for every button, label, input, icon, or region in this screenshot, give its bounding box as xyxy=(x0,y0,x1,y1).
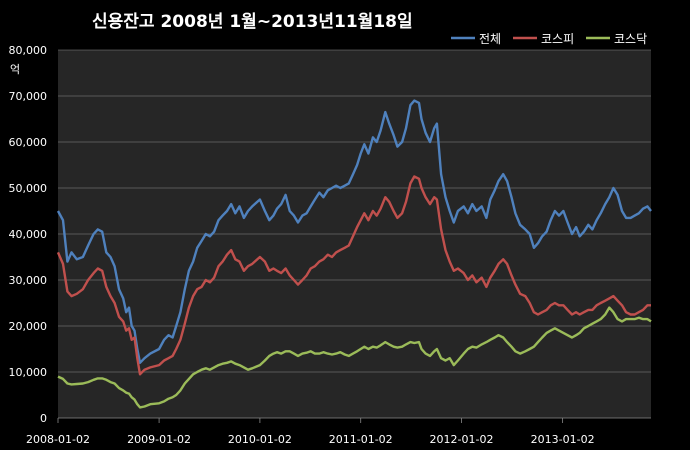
x-tick-label: 2008-01-02 xyxy=(26,433,90,446)
legend: 전체 코스피 코스닥 xyxy=(451,32,647,46)
x-tick-label: 2013-01-02 xyxy=(531,433,595,446)
x-tick-label: 2010-01-02 xyxy=(228,433,292,446)
y-tick-label: 40,000 xyxy=(9,228,48,241)
y-tick-label: 30,000 xyxy=(9,274,48,287)
y-axis-ticks: 0 10,000 20,000 30,000 40,000 50,000 60,000 70,… xyxy=(9,44,48,425)
y-tick-label: 60,000 xyxy=(9,136,48,149)
y-tick-label: 10,000 xyxy=(9,366,48,379)
gridlines xyxy=(58,49,651,419)
x-axis-ticks: 2008-01-02 2009-01-02 2010-01-02 2011-01-02… xyxy=(26,418,595,446)
series-lines xyxy=(56,99,652,409)
series-line-3 xyxy=(57,306,652,409)
y-axis-unit-label: 억 xyxy=(10,63,20,76)
legend-label-3: 코스닥 xyxy=(614,32,647,46)
y-tick-label: 20,000 xyxy=(9,320,48,333)
x-tick-label: 2012-01-02 xyxy=(430,433,494,446)
y-tick-label: 0 xyxy=(40,412,47,425)
chart-title: 신용잔고 2008년 1월~2013년11월18일 xyxy=(92,12,413,32)
y-tick-label: 80,000 xyxy=(9,44,48,57)
series-line-1 xyxy=(56,99,652,364)
x-tick-label: 2011-01-02 xyxy=(329,433,393,446)
legend-label-2: 코스피 xyxy=(541,32,574,46)
x-tick-label: 2009-01-02 xyxy=(127,433,191,446)
series-line-2 xyxy=(56,175,651,376)
y-tick-label: 50,000 xyxy=(9,182,48,195)
legend-label-1: 전체 xyxy=(479,32,501,46)
y-tick-label: 70,000 xyxy=(9,90,48,103)
